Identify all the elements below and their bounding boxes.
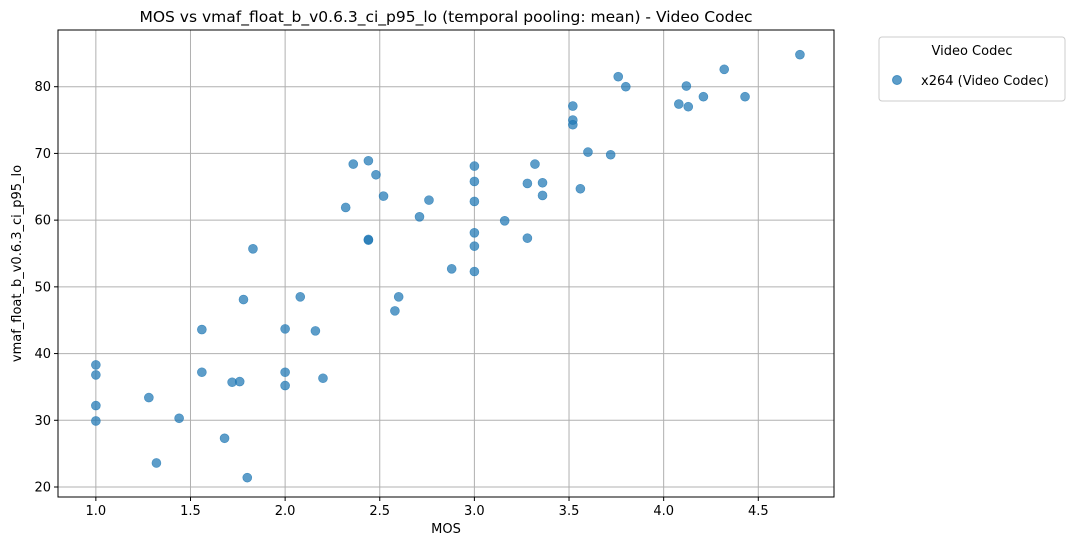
scatter-point — [613, 71, 624, 82]
scatter-point — [446, 264, 457, 274]
chart-title: MOS vs vmaf_float_b_v0.6.3_ci_p95_lo (te… — [139, 8, 752, 27]
y-axis-ticks: 20 30 40 50 60 70 80 — [34, 80, 58, 495]
x-tick-label: 3.5 — [559, 504, 580, 519]
scatter-point — [280, 380, 290, 391]
scatter-point — [91, 416, 101, 426]
scatter-point — [280, 367, 290, 378]
scatter-point — [238, 294, 249, 305]
scatter-point — [91, 370, 101, 380]
x-axis-title: MOS — [431, 522, 461, 537]
scatter-point — [310, 326, 321, 336]
scatter-point — [424, 195, 434, 205]
scatter-point — [378, 191, 389, 201]
scatter-point — [673, 99, 684, 109]
scatter-point — [174, 413, 184, 424]
x-tick-label: 3.0 — [464, 504, 485, 519]
scatter-point — [348, 159, 359, 169]
plot-frame — [57, 29, 835, 498]
scatter-point — [795, 49, 805, 60]
scatter-point — [390, 306, 400, 316]
scatter-point — [575, 183, 586, 194]
scatter-point — [583, 147, 593, 157]
scatter-point — [530, 159, 540, 169]
scatter-point — [740, 91, 750, 102]
x-tick-label: 1.0 — [86, 504, 107, 519]
scatter-point — [537, 190, 548, 201]
scatter-point — [605, 149, 616, 160]
scatter-point — [469, 161, 480, 171]
y-tick-label: 30 — [34, 414, 51, 429]
scatter-point — [469, 176, 480, 187]
scatter-point — [698, 91, 709, 102]
scatter-point — [363, 235, 374, 245]
scatter-point — [414, 212, 425, 222]
grid-lines — [58, 30, 834, 497]
scatter-point — [318, 373, 328, 384]
scatter-point — [469, 266, 480, 277]
scatter-point — [371, 169, 381, 180]
scatter-point — [683, 101, 694, 112]
scatter-point — [234, 376, 245, 387]
scatter-point — [522, 178, 533, 189]
y-tick-label: 50 — [34, 280, 51, 295]
scatter-point — [393, 292, 404, 302]
y-tick-label: 60 — [34, 214, 51, 229]
scatter-point — [537, 177, 548, 188]
x-axis-ticks: 1.0 1.5 2.0 2.5 3.0 3.5 4.0 4.5 — [86, 497, 769, 519]
x-tick-label: 4.5 — [748, 504, 769, 519]
x-tick-label: 4.0 — [653, 504, 674, 519]
scatter-point — [340, 202, 351, 213]
scatter-point — [469, 196, 480, 207]
y-tick-label: 40 — [34, 347, 51, 362]
x-tick-label: 2.0 — [275, 504, 296, 519]
y-tick-label: 80 — [34, 80, 51, 95]
scatter-point — [469, 241, 480, 251]
y-axis-title: vmaf_float_b_v0.6.3_ci_p95_lo — [10, 165, 25, 362]
scatter-point — [719, 64, 730, 75]
x-tick-label: 1.5 — [180, 504, 201, 519]
scatter-point — [151, 458, 162, 468]
scatter-point — [219, 433, 230, 444]
scatter-point — [197, 324, 207, 335]
scatter-point — [91, 360, 101, 370]
scatter-point — [568, 101, 578, 111]
scatter-point — [621, 81, 631, 92]
scatter-point — [295, 292, 306, 302]
legend-box — [878, 36, 1066, 102]
y-tick-label: 20 — [34, 480, 51, 495]
scatter-point — [242, 472, 253, 483]
scatter-point — [248, 244, 258, 254]
scatter-point — [91, 400, 101, 411]
y-tick-label: 70 — [34, 147, 51, 162]
legend-title: Video Codec — [932, 44, 1013, 59]
legend-marker — [892, 75, 902, 85]
scatter-point — [363, 155, 374, 166]
scatter-point — [144, 392, 154, 403]
scatter-point — [469, 228, 480, 238]
scatter-point — [197, 367, 207, 378]
x-tick-label: 2.5 — [369, 504, 390, 519]
legend-label: x264 (Video Codec) — [921, 74, 1049, 89]
legend: Video Codec x264 (Video Codec) — [878, 36, 1066, 102]
scatter-point — [681, 81, 692, 91]
scatter-point — [522, 233, 533, 243]
scatter-point — [499, 216, 510, 226]
scatter-points — [91, 49, 805, 483]
scatter-point — [568, 119, 578, 130]
scatter-point — [280, 324, 290, 334]
